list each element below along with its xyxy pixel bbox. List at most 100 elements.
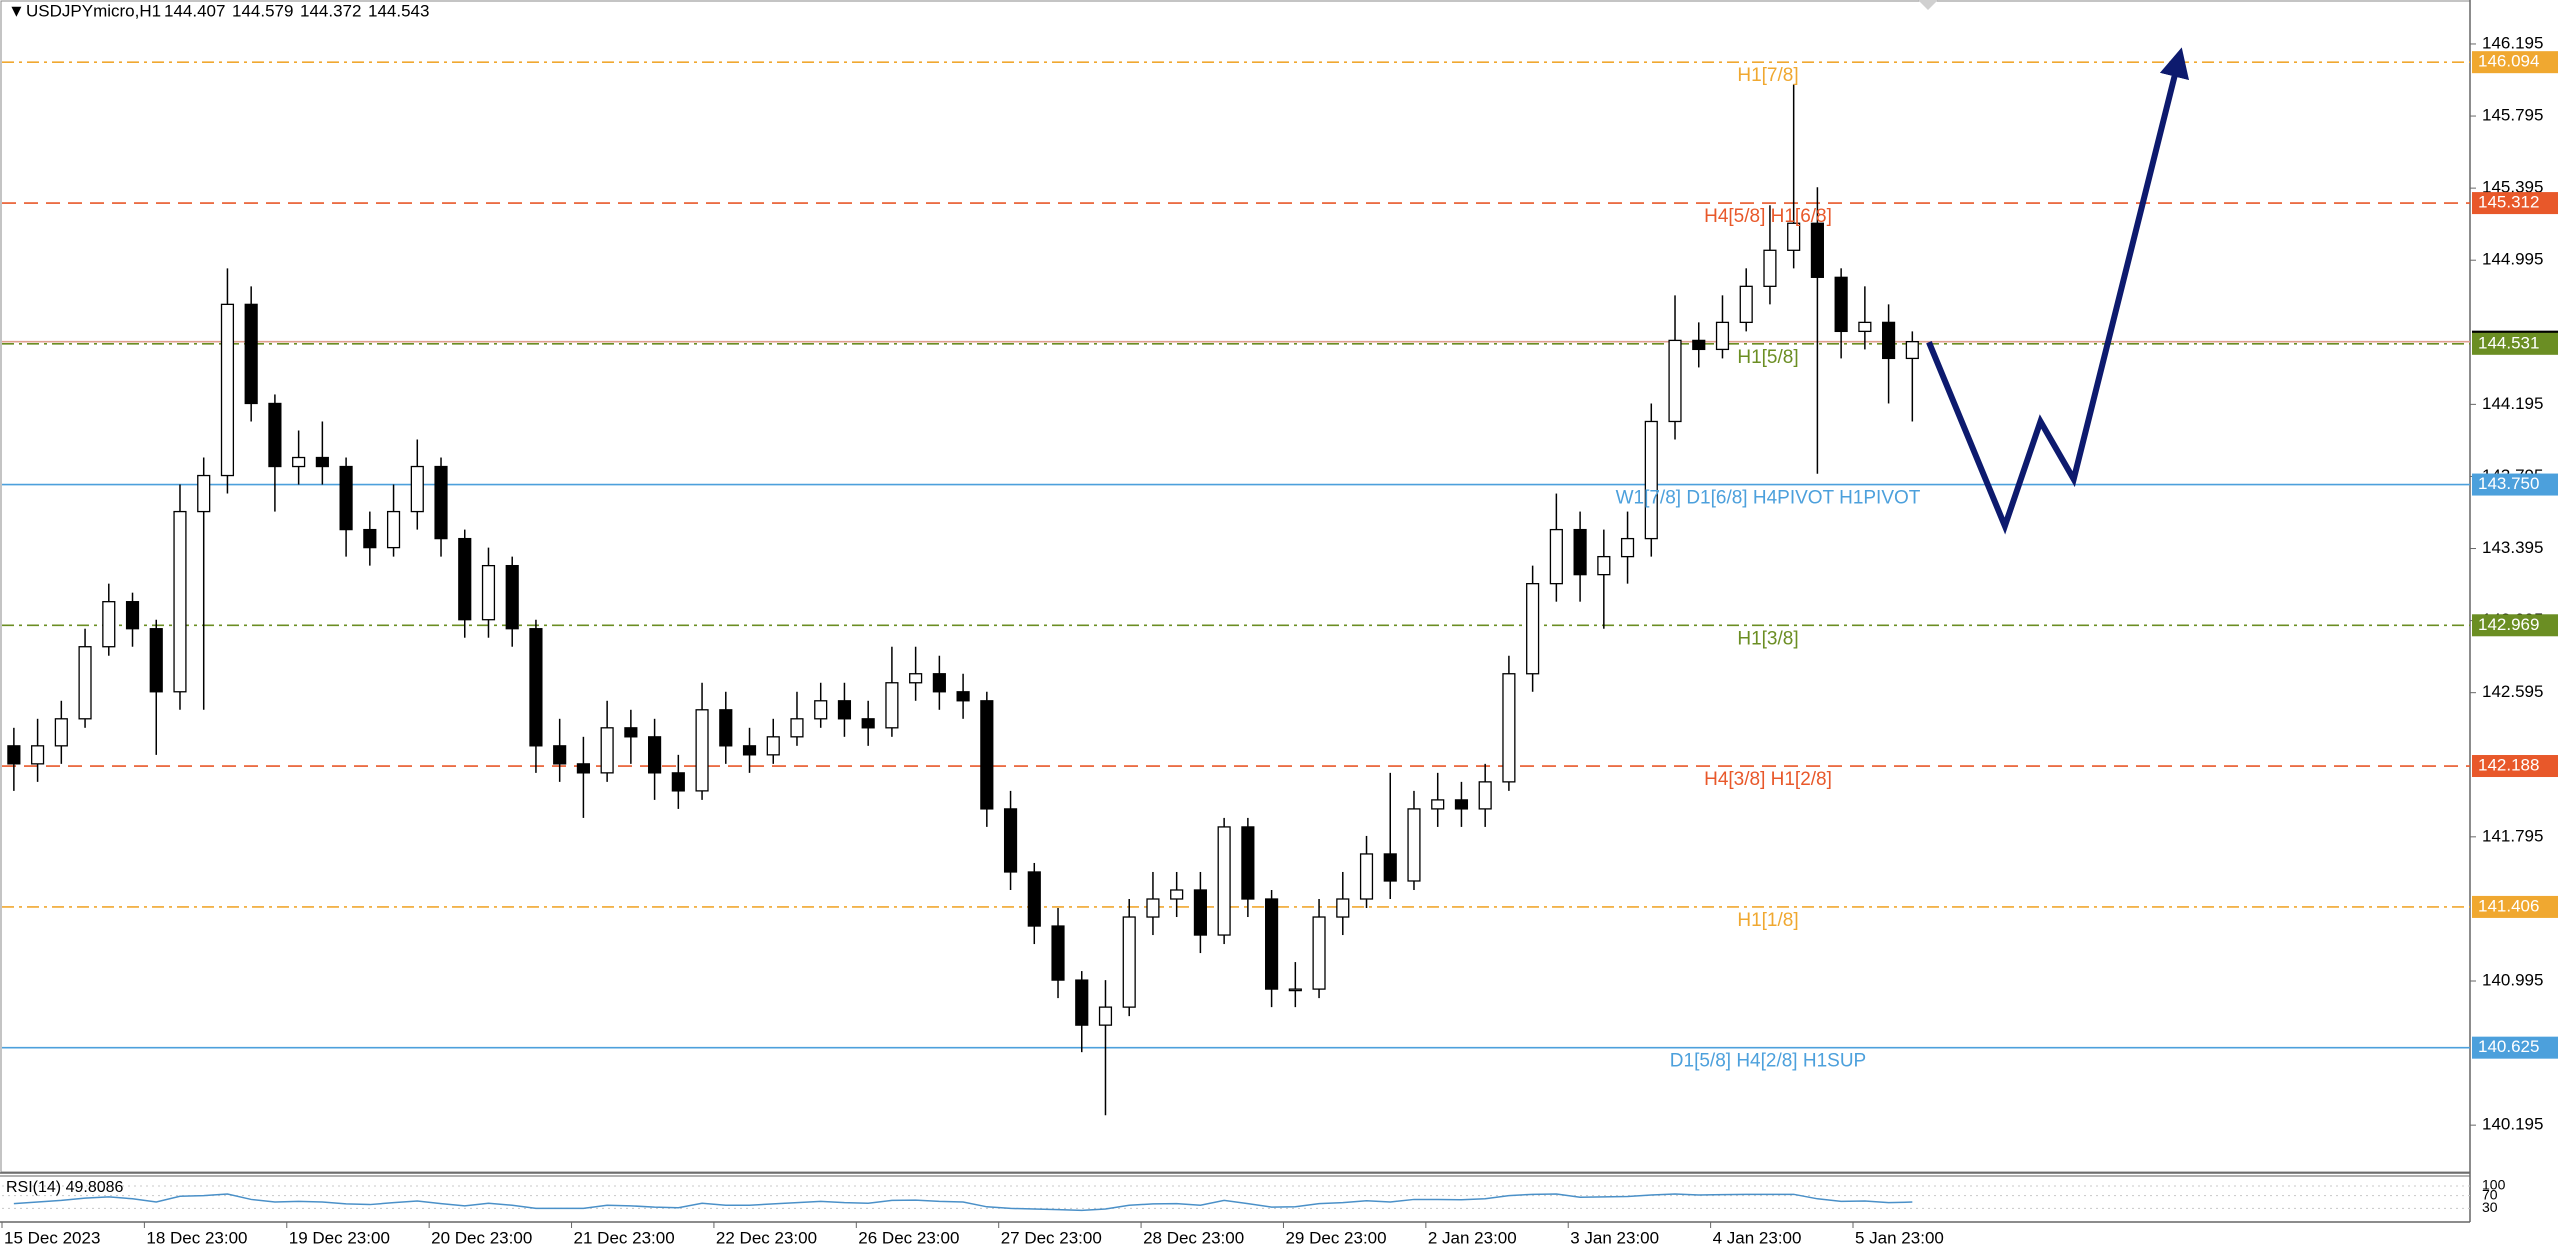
candle-body [244, 303, 258, 405]
candle-body [1715, 321, 1730, 351]
candle-body [1739, 285, 1753, 324]
candle-body [292, 456, 306, 468]
x-tick-label: 26 Dec 23:00 [858, 1228, 959, 1247]
level-badge [2472, 614, 2558, 637]
candle-body [980, 700, 994, 810]
level-name: D1[5/8] H4[2/8] H1SUP [1670, 1051, 1866, 1072]
candle-body [766, 736, 780, 756]
candle-body [648, 736, 662, 774]
candle-body [363, 528, 377, 549]
candle-body [790, 718, 804, 738]
levels [2, 61, 2470, 1049]
level-badge [2472, 473, 2558, 496]
x-tick-label: 4 Jan 23:00 [1713, 1228, 1802, 1247]
candle-body [1098, 1006, 1113, 1026]
level-name: H4[5/8] H1[6/8] [1704, 206, 1832, 227]
y-tick-label: 141.795 [2482, 826, 2543, 845]
candle-body [1359, 853, 1374, 900]
candle-body [1288, 988, 1302, 992]
candle-body [125, 601, 140, 630]
candle-body [1763, 249, 1777, 287]
level-badge [2472, 1036, 2558, 1059]
header-open: 144.407 [164, 1, 225, 20]
candle-body [1217, 826, 1231, 936]
candle-body [695, 709, 709, 792]
x-tick-label: 3 Jan 23:00 [1570, 1228, 1659, 1247]
candle-body [220, 303, 235, 477]
x-tick-label: 21 Dec 23:00 [574, 1228, 675, 1247]
candle-body [742, 745, 757, 756]
candle-body [909, 673, 923, 684]
candle-body [1549, 528, 1563, 585]
candle-body [505, 564, 519, 630]
candle-body [1122, 916, 1136, 1008]
candle-body [268, 402, 282, 468]
candle-body [885, 682, 899, 729]
candle-body [458, 537, 472, 621]
candle-body [149, 628, 163, 693]
candle-body [1858, 321, 1872, 333]
level-badge-label: 140.625 [2478, 1037, 2539, 1056]
candles [7, 84, 1919, 1116]
candle-body [1834, 276, 1848, 333]
level-badge-label: 145.312 [2478, 193, 2539, 212]
level-badge [2472, 192, 2558, 215]
candle-body [315, 456, 329, 468]
candle-body [1383, 853, 1397, 882]
candle-body [1905, 341, 1919, 360]
candle-body [600, 727, 614, 774]
level-name: H1[1/8] [1737, 910, 1798, 931]
candle-body [1336, 898, 1350, 918]
shift-marker [1918, 0, 1938, 10]
candle-body [1146, 898, 1160, 918]
candle-body [671, 772, 685, 792]
symbol: USDJPYmicro,H1 [26, 1, 161, 20]
level-badge-label: 142.969 [2478, 615, 2539, 634]
candle-body [719, 709, 733, 747]
candle-body [386, 510, 401, 549]
candle-body [31, 745, 45, 765]
level-badge-label: 146.094 [2478, 52, 2539, 71]
level-name: H4[3/8] H1[2/8] [1704, 769, 1832, 790]
candle-body [1193, 889, 1207, 936]
candle-body [197, 474, 211, 513]
candle-body [932, 673, 946, 693]
level-badge-label: 144.531 [2478, 333, 2539, 352]
header-low: 144.372 [300, 1, 361, 20]
candle-body [861, 718, 875, 729]
header-high: 144.579 [232, 1, 293, 20]
candle-body [1241, 826, 1255, 900]
y-tick-label: 140.195 [2482, 1115, 2543, 1134]
candle-body [1431, 799, 1445, 810]
candle-body [1075, 979, 1089, 1026]
candle-body [481, 564, 496, 621]
candle-body [1882, 321, 1896, 360]
candle-body [1692, 339, 1706, 351]
rsi-tick-label: 30 [2482, 1199, 2498, 1215]
level-badge [2472, 755, 2558, 778]
candle-body [1027, 871, 1041, 927]
x-tick-label: 15 Dec 2023 [4, 1228, 100, 1247]
candle-body [102, 601, 116, 648]
candle-body [1810, 222, 1824, 278]
x-tick-label: 29 Dec 23:00 [1285, 1228, 1386, 1247]
rsi-tick-label: 100 [2482, 1177, 2506, 1193]
candle-body [1502, 673, 1516, 783]
level-labels: H1[7/8] H4[5/8] H1[6/8] H1[5/8] W1[7/8] D1[… [1616, 65, 1921, 1071]
candle-body [1668, 339, 1682, 423]
x-tick-label: 18 Dec 23:00 [146, 1228, 247, 1247]
forecast-arrow [1926, 47, 2190, 535]
y-tick-label: 145.395 [2482, 178, 2543, 197]
candle-body [1478, 781, 1492, 810]
rsi-tick-label: 70 [2482, 1186, 2498, 1202]
forecast [1926, 47, 2190, 535]
candle-body [54, 718, 68, 747]
header-arrow: ▼ [8, 1, 25, 20]
candle-body [1003, 808, 1018, 873]
candle-body [529, 628, 543, 747]
candle-body [1787, 222, 1801, 251]
level-name: W1[7/8] D1[6/8] H4PIVOT H1PIVOT [1616, 488, 1921, 509]
level-badge-label: 141.406 [2478, 896, 2539, 915]
